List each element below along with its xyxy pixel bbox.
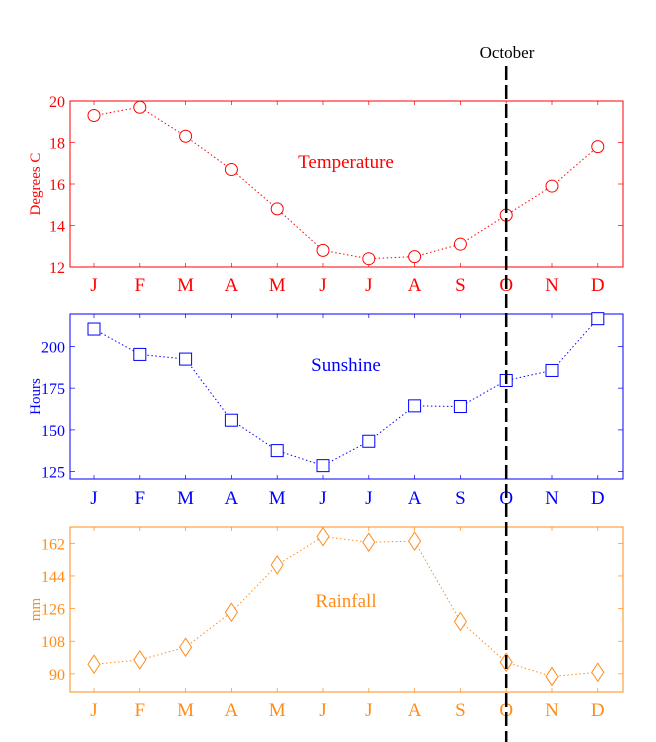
panel-rainfall: J F M A M J J A S O N D 90 108 126 144 162 mm Rainfall bbox=[28, 526, 624, 721]
x-tick-label: N bbox=[545, 488, 559, 509]
x-tick-label: J bbox=[90, 275, 97, 296]
y-tick-label: 144 bbox=[41, 569, 65, 586]
data-point-J bbox=[316, 243, 330, 257]
x-tick-label: M bbox=[269, 275, 286, 296]
data-point-F bbox=[133, 347, 147, 361]
x-tick-label: M bbox=[269, 700, 286, 721]
y-axis-label: Hours bbox=[28, 378, 44, 415]
x-tick-label: M bbox=[177, 700, 194, 721]
x-tick-label: F bbox=[135, 700, 146, 721]
x-tick-label: A bbox=[408, 700, 422, 721]
x-tick-label: A bbox=[225, 488, 239, 509]
series-line bbox=[93, 536, 598, 678]
y-tick-label: 150 bbox=[41, 423, 65, 440]
y-tick-label: 125 bbox=[41, 465, 65, 482]
x-tick-label: J bbox=[319, 488, 326, 509]
y-axis-label: mm bbox=[28, 598, 44, 622]
x-tick-label: M bbox=[269, 488, 286, 509]
y-tick-label: 90 bbox=[49, 667, 65, 684]
data-point-N bbox=[545, 666, 559, 687]
x-tick-label: O bbox=[499, 488, 513, 509]
series-line bbox=[93, 318, 599, 467]
x-tick-label: M bbox=[177, 275, 194, 296]
x-tick-label: F bbox=[135, 488, 146, 509]
data-point-A bbox=[224, 162, 238, 176]
x-tick-label: F bbox=[135, 275, 146, 296]
panel-title: Rainfall bbox=[315, 591, 376, 612]
x-tick-label: D bbox=[591, 488, 605, 509]
data-point-N bbox=[545, 179, 559, 193]
x-tick-label: J bbox=[319, 275, 326, 296]
panel-title: Temperature bbox=[298, 152, 394, 173]
x-tick-label: J bbox=[319, 700, 326, 721]
x-tick-label: S bbox=[455, 488, 466, 509]
y-tick-label: 18 bbox=[49, 136, 65, 153]
data-point-A bbox=[407, 531, 422, 552]
data-point-S bbox=[453, 400, 467, 414]
x-tick-label: S bbox=[455, 700, 466, 721]
data-point-N bbox=[545, 363, 559, 377]
data-point-D bbox=[591, 662, 605, 683]
data-point-J bbox=[362, 434, 376, 448]
plot-frame bbox=[69, 526, 624, 693]
x-tick-label: A bbox=[408, 275, 422, 296]
x-tick-label: J bbox=[365, 488, 372, 509]
data-point-A bbox=[408, 250, 422, 264]
panel-title: Sunshine bbox=[311, 355, 381, 376]
x-tick-label: M bbox=[177, 488, 194, 509]
data-point-M bbox=[270, 202, 284, 216]
data-point-M bbox=[178, 637, 193, 658]
plot-frame bbox=[69, 100, 624, 268]
data-point-A bbox=[408, 399, 422, 413]
y-tick-label: 16 bbox=[49, 177, 65, 194]
x-tick-label: A bbox=[225, 700, 239, 721]
data-point-S bbox=[453, 237, 467, 251]
panel-sunshine: J F M A M J J A S O N D 125 150 175 200 Hours Sunshine bbox=[28, 312, 624, 509]
data-point-S bbox=[453, 611, 468, 632]
x-tick-label: J bbox=[90, 488, 97, 509]
x-tick-label: D bbox=[591, 275, 605, 296]
october-marker-label: October bbox=[480, 43, 535, 62]
y-tick-label: 108 bbox=[41, 634, 65, 651]
data-point-A bbox=[224, 602, 239, 623]
x-tick-label: J bbox=[365, 700, 372, 721]
y-tick-label: 14 bbox=[49, 219, 65, 236]
y-tick-label: 162 bbox=[41, 536, 65, 553]
y-tick-label: 20 bbox=[49, 94, 65, 111]
data-point-J bbox=[87, 654, 101, 675]
x-tick-label: J bbox=[90, 700, 97, 721]
data-point-M bbox=[179, 352, 193, 366]
data-point-J bbox=[362, 532, 376, 553]
x-tick-label: A bbox=[408, 488, 422, 509]
data-point-J bbox=[316, 526, 330, 547]
y-tick-label: 12 bbox=[49, 260, 65, 277]
data-point-F bbox=[133, 100, 147, 114]
series-line bbox=[93, 106, 599, 260]
x-tick-label: J bbox=[365, 275, 372, 296]
panel-temperature: JFMAMJJASOND1214161820Degrees CTemperatu… bbox=[28, 94, 624, 296]
plot-frame bbox=[69, 313, 624, 480]
y-tick-label: 200 bbox=[41, 339, 65, 356]
data-point-J bbox=[87, 322, 101, 336]
data-point-F bbox=[133, 650, 147, 670]
data-point-D bbox=[591, 140, 605, 154]
data-point-J bbox=[87, 109, 101, 123]
x-tick-label: S bbox=[455, 275, 466, 296]
y-tick-label: 126 bbox=[41, 602, 65, 619]
x-tick-label: O bbox=[499, 700, 513, 721]
data-point-J bbox=[362, 252, 376, 266]
x-tick-label: A bbox=[225, 275, 239, 296]
y-axis-label: Degrees C bbox=[28, 153, 44, 216]
x-tick-label: N bbox=[545, 275, 559, 296]
x-tick-label: D bbox=[591, 700, 605, 721]
x-tick-label: N bbox=[545, 700, 559, 721]
data-point-M bbox=[270, 554, 284, 575]
data-point-J bbox=[316, 459, 330, 473]
y-tick-label: 175 bbox=[41, 381, 65, 398]
data-point-D bbox=[591, 312, 605, 326]
data-point-M bbox=[179, 129, 193, 143]
data-point-M bbox=[270, 444, 284, 458]
data-point-A bbox=[224, 413, 238, 427]
